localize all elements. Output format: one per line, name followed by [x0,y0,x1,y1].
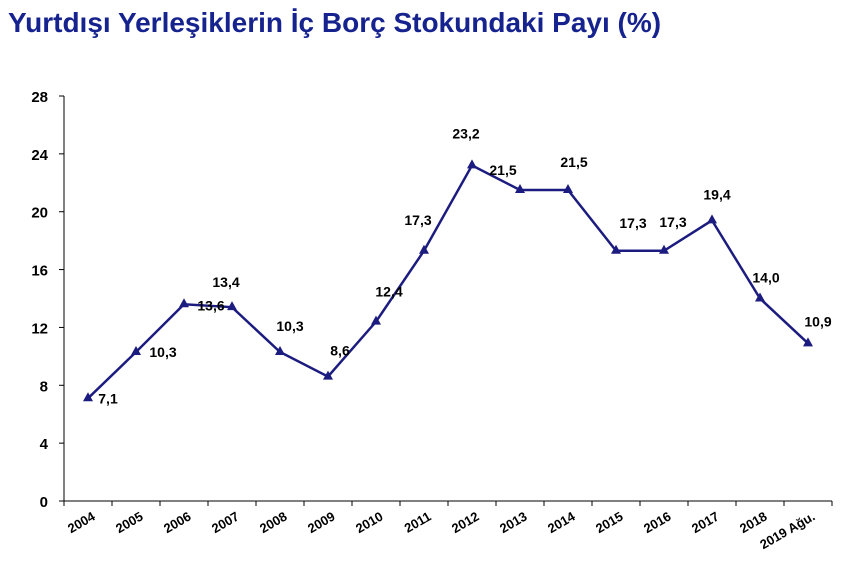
data-point [659,244,669,254]
x-tick-label: 2011 [402,509,434,536]
x-tick-label: 2009 [305,509,338,536]
x-tick-label: 2016 [641,509,674,536]
y-tick-label: 4 [40,436,49,453]
data-point [419,244,429,254]
data-point [179,298,189,308]
data-label: 21,5 [560,154,587,170]
chart-title: Yurtdışı Yerleşiklerin İç Borç Stokundak… [8,7,661,38]
x-tick-label: 2007 [209,509,242,536]
y-tick-label: 28 [31,89,48,106]
data-point [611,244,621,254]
x-tick-label: 2018 [737,509,770,536]
data-point [323,370,333,380]
x-tick-label: 2008 [257,509,290,536]
data-point [803,337,813,347]
data-label: 10,3 [276,318,303,334]
x-tick-label: 2015 [593,509,626,536]
x-tick-label: 2006 [161,509,194,536]
y-tick-label: 8 [40,378,48,395]
data-label: 17,3 [619,215,646,231]
data-label: 12,4 [375,284,402,300]
data-label: 17,3 [659,214,686,230]
data-label: 13,6 [197,297,224,313]
data-label: 8,6 [330,343,350,359]
x-tick-label: 2010 [353,509,386,536]
data-label: 7,1 [98,390,118,406]
x-tick-label: 2019 Ağu. [757,509,817,552]
y-tick-label: 12 [31,320,48,337]
data-label: 14,0 [752,270,779,286]
data-point [371,315,381,325]
data-line [87,163,809,400]
data-point [563,184,573,194]
data-point [707,214,717,224]
y-tick-label: 24 [31,147,48,164]
data-point [467,159,477,169]
data-label: 10,9 [804,313,831,329]
x-tick-label: 2014 [545,508,578,536]
x-tick-label: 2012 [449,509,482,536]
data-label: 23,2 [452,125,479,141]
data-label: 19,4 [703,186,730,202]
x-tick-label: 2013 [497,509,530,536]
x-tick-label: 2017 [689,509,722,536]
data-point [131,346,141,356]
x-tick-label: 2005 [113,509,146,536]
data-label: 10,3 [149,344,176,360]
data-point [275,346,285,356]
y-tick-label: 20 [31,205,48,222]
data-label: 21,5 [489,162,516,178]
data-point [227,301,237,311]
data-label: 13,4 [212,274,239,290]
y-tick-label: 16 [31,263,48,280]
data-point [755,292,765,302]
data-point [83,392,93,402]
x-tick-label: 2004 [65,508,98,536]
y-tick-label: 0 [40,494,48,511]
data-label: 17,3 [404,212,431,228]
data-point [515,184,525,194]
